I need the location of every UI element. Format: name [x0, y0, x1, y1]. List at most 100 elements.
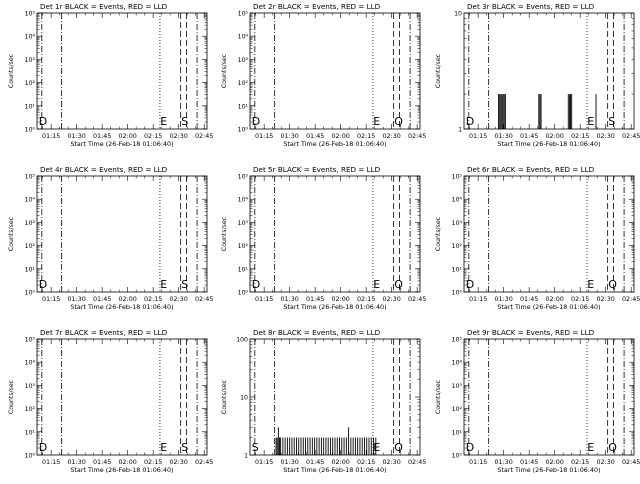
x-axis-label: Start Time (26-Feb-18 01:06:40)	[497, 303, 600, 311]
x-tick-label: 02:45	[195, 295, 213, 303]
y-tick-label: 10³	[452, 383, 463, 390]
x-tick-label: 02:15	[144, 295, 162, 303]
y-tick-label: 10¹	[25, 103, 36, 110]
x-tick-label: 02:00	[545, 132, 563, 140]
marker-label: D	[252, 115, 260, 128]
marker-label: E	[373, 278, 380, 291]
y-tick-label: 10⁰	[452, 290, 463, 297]
x-axis-label: Start Time (26-Feb-18 01:06:40)	[70, 466, 173, 474]
panel-det-4: Det 4r BLACK = Events, RED = LLD Counts/s…	[8, 165, 213, 311]
marker-label: E	[587, 278, 594, 291]
x-axis-label: Start Time (26-Feb-18 01:06:40)	[497, 466, 600, 474]
x-tick-label: 01:30	[280, 132, 298, 140]
x-tick-label: 02:45	[622, 132, 640, 140]
panel-det-6: Det 6r BLACK = Events, RED = LLD Counts/s…	[435, 165, 640, 311]
y-tick-label: 10⁰	[25, 127, 36, 134]
y-tick-label: 10⁴	[25, 360, 36, 367]
x-tick-label: 01:45	[306, 132, 324, 140]
x-tick-label: 01:30	[494, 295, 512, 303]
y-axis-label: Counts/sec	[435, 216, 442, 251]
y-tick-label: 10¹	[25, 429, 36, 436]
y-tick-label: 10¹	[25, 266, 36, 273]
panel-det-2: Det 2r BLACK = Events, RED = LLD Counts/s…	[221, 2, 426, 148]
x-tick-label: 02:45	[408, 132, 426, 140]
y-tick-label: 10⁰	[452, 453, 463, 460]
y-tick-label: 10	[240, 395, 248, 402]
y-axis-label: Counts/sec	[435, 53, 442, 88]
x-tick-label: 02:00	[118, 295, 136, 303]
x-tick-label: 01:15	[255, 458, 273, 466]
x-tick-label: 01:15	[469, 295, 487, 303]
y-tick-label: 10²	[452, 243, 463, 250]
marker-label: Q	[394, 441, 403, 454]
panel-title: Det 5r BLACK = Events, RED = LLD	[253, 165, 381, 174]
marker-label: D	[252, 278, 260, 291]
x-tick-label: 01:45	[93, 295, 111, 303]
marker-label: Q	[608, 441, 617, 454]
x-tick-label: 01:30	[280, 458, 298, 466]
marker-label: S	[181, 115, 188, 128]
x-tick-label: 01:15	[42, 295, 60, 303]
y-tick-label: 10⁴	[25, 197, 36, 204]
x-tick-label: 02:00	[118, 458, 136, 466]
marker-label: D	[39, 278, 47, 291]
x-tick-label: 01:30	[67, 458, 85, 466]
x-tick-label: 02:00	[545, 295, 563, 303]
x-axis-label: Start Time (26-Feb-18 01:06:40)	[497, 140, 600, 148]
plot-frame	[36, 175, 208, 293]
marker-label: Q	[394, 278, 403, 291]
y-tick-label: 10⁵	[452, 337, 463, 344]
x-tick-label: 01:15	[42, 132, 60, 140]
y-tick-label: 1	[458, 127, 462, 134]
y-tick-label: 10⁵	[452, 174, 463, 181]
y-tick-label: 10³	[238, 220, 249, 227]
y-tick-label: 10²	[25, 406, 36, 413]
x-tick-label: 02:45	[622, 295, 640, 303]
x-tick-label: 02:15	[144, 458, 162, 466]
x-tick-label: 02:30	[382, 295, 400, 303]
x-tick-label: 01:30	[280, 295, 298, 303]
marker-label: E	[160, 441, 167, 454]
y-tick-label: 10¹	[452, 429, 463, 436]
x-tick-label: 01:30	[494, 132, 512, 140]
x-tick-label: 02:45	[195, 458, 213, 466]
panel-title: Det 4r BLACK = Events, RED = LLD	[40, 165, 168, 174]
x-tick-label: 02:00	[545, 458, 563, 466]
x-tick-label: 01:45	[93, 132, 111, 140]
panel-det-8: Det 8r BLACK = Events, RED = LLD Counts/s…	[221, 328, 426, 474]
y-tick-label: 10	[454, 11, 462, 18]
marker-label: E	[373, 115, 380, 128]
marker-label: D	[466, 441, 474, 454]
x-tick-label: 01:45	[520, 458, 538, 466]
marker-label: D	[39, 441, 47, 454]
y-tick-label: 10³	[25, 383, 36, 390]
x-tick-label: 02:30	[169, 132, 187, 140]
x-tick-label: 01:45	[306, 295, 324, 303]
x-tick-label: 02:15	[571, 458, 589, 466]
x-tick-label: 01:45	[93, 458, 111, 466]
panel-title: Det 3r BLACK = Events, RED = LLD	[467, 2, 595, 11]
y-tick-label: 10⁰	[238, 127, 249, 134]
x-tick-label: 01:15	[469, 132, 487, 140]
x-tick-label: 02:15	[571, 295, 589, 303]
marker-label: Q	[394, 115, 403, 128]
plot-frame	[249, 12, 421, 130]
x-tick-label: 02:15	[357, 458, 375, 466]
y-tick-label: 10⁵	[238, 174, 249, 181]
y-tick-label: 10⁵	[25, 174, 36, 181]
y-tick-label: 10⁵	[25, 337, 36, 344]
plot-frame	[36, 12, 208, 130]
plot-frame	[36, 338, 208, 456]
plot-frame	[463, 175, 635, 293]
marker-label: E	[160, 115, 167, 128]
x-tick-label: 01:15	[255, 132, 273, 140]
y-tick-label: 10⁵	[25, 11, 36, 18]
marker-label: E	[587, 115, 594, 128]
y-tick-label: 10³	[25, 57, 36, 64]
x-tick-label: 01:45	[306, 458, 324, 466]
x-tick-label: 02:30	[596, 458, 614, 466]
x-tick-label: 02:00	[331, 458, 349, 466]
y-tick-label: 10⁵	[238, 11, 249, 18]
